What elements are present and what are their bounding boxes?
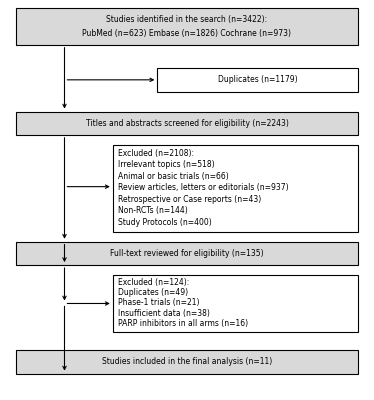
Text: PubMed (n=623) Embase (n=1826) Cochrane (n=973): PubMed (n=623) Embase (n=1826) Cochrane … (83, 29, 291, 38)
Text: Irrelevant topics (n=518): Irrelevant topics (n=518) (118, 160, 215, 169)
Text: Titles and abstracts screened for eligibility (n=2243): Titles and abstracts screened for eligib… (86, 119, 288, 128)
FancyBboxPatch shape (16, 112, 358, 135)
Text: Full-text reviewed for eligibility (n=135): Full-text reviewed for eligibility (n=13… (110, 249, 264, 258)
Text: Phase-1 trials (n=21): Phase-1 trials (n=21) (118, 298, 200, 308)
Text: Excluded (n=124):: Excluded (n=124): (118, 278, 190, 287)
Text: Duplicates (n=49): Duplicates (n=49) (118, 288, 188, 297)
FancyBboxPatch shape (157, 68, 358, 92)
Text: Study Protocols (n=400): Study Protocols (n=400) (118, 218, 212, 227)
Text: Non-RCTs (n=144): Non-RCTs (n=144) (118, 206, 188, 215)
Text: Studies identified in the search (n=3422):: Studies identified in the search (n=3422… (107, 14, 267, 24)
Text: Excluded (n=2108):: Excluded (n=2108): (118, 148, 194, 158)
Text: Duplicates (n=1179): Duplicates (n=1179) (218, 75, 297, 84)
Text: PARP inhibitors in all arms (n=16): PARP inhibitors in all arms (n=16) (118, 319, 248, 328)
Text: Insufficient data (n=38): Insufficient data (n=38) (118, 309, 210, 318)
FancyBboxPatch shape (113, 145, 358, 232)
Text: Animal or basic trials (n=66): Animal or basic trials (n=66) (118, 172, 229, 181)
Text: Review articles, letters or editorials (n=937): Review articles, letters or editorials (… (118, 183, 289, 192)
Text: Studies included in the final analysis (n=11): Studies included in the final analysis (… (102, 357, 272, 366)
FancyBboxPatch shape (16, 8, 358, 45)
FancyBboxPatch shape (16, 350, 358, 374)
Text: Retrospective or Case reports (n=43): Retrospective or Case reports (n=43) (118, 195, 261, 204)
FancyBboxPatch shape (16, 242, 358, 265)
FancyBboxPatch shape (113, 275, 358, 332)
